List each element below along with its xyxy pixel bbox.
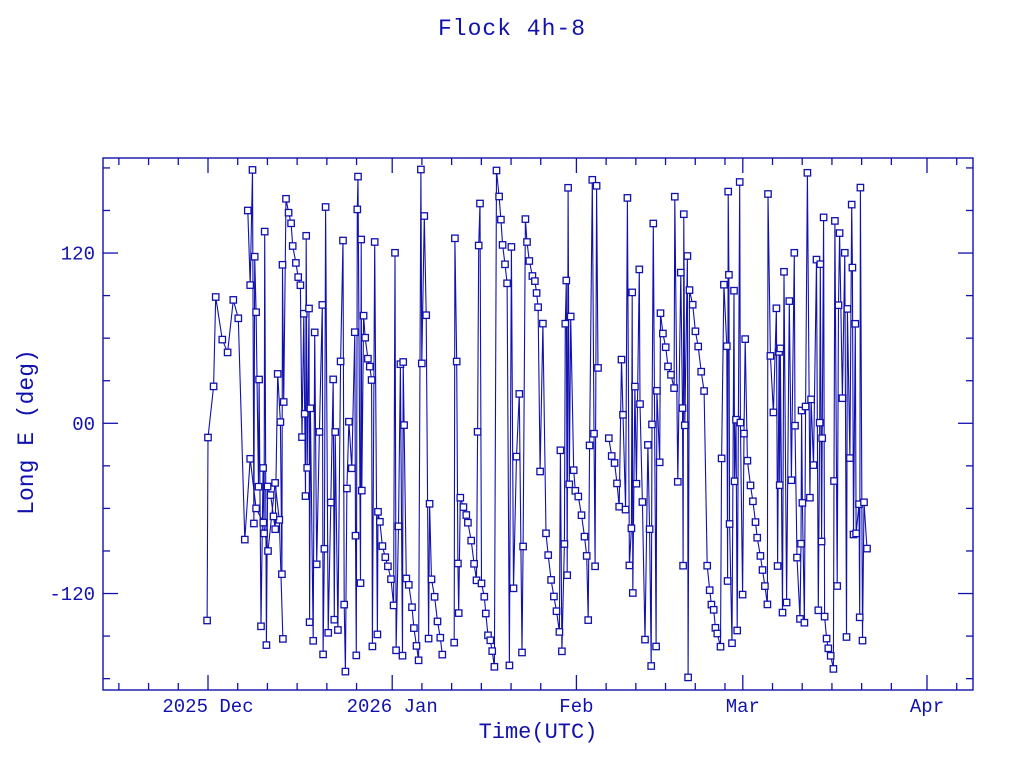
series-line-initial-slow-drift-track (206, 296, 284, 639)
x-tick-label: Mar (726, 696, 760, 718)
x-axis-label: Time(UTC) (478, 720, 598, 745)
data-markers (203, 165, 871, 682)
x-tick-label: 2025 Dec (162, 696, 253, 718)
y-tick-label: -120 (49, 584, 95, 606)
y-tick-label: 120 (61, 244, 95, 266)
axes-frame: 2025 Dec 2026 Jan Feb Mar Apr 120 00 -120 (49, 157, 974, 718)
x-tick-label: 2026 Jan (347, 696, 438, 718)
x-tick-label: Feb (559, 696, 593, 718)
data-layer (203, 165, 871, 682)
y-tick-label: 00 (72, 414, 95, 436)
x-tick-label: Apr (910, 696, 944, 718)
plot-title: Flock 4h-8 (437, 16, 587, 42)
